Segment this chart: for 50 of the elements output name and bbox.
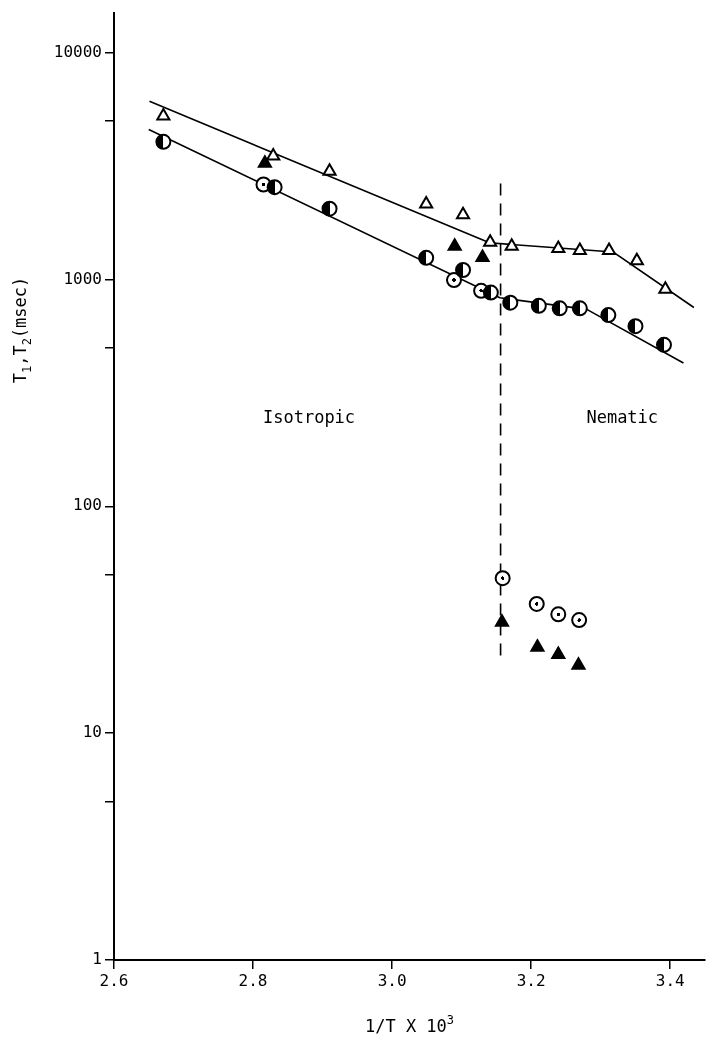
x-tick-label: 3.4	[655, 970, 685, 990]
point	[658, 281, 673, 294]
point	[601, 242, 617, 256]
point	[446, 272, 462, 289]
annotation: Isotropic	[262, 406, 356, 427]
x-tick-label: 2.8	[238, 970, 268, 990]
point	[257, 155, 272, 168]
y-tick-label: 10000	[53, 41, 102, 61]
y-tick-label: 10	[82, 722, 102, 742]
point	[494, 570, 511, 587]
point	[600, 307, 617, 324]
point	[494, 614, 510, 627]
point	[530, 639, 545, 652]
point	[504, 238, 519, 251]
point	[455, 206, 471, 220]
point	[572, 242, 587, 256]
point	[482, 284, 499, 301]
x-tick-label: 2.6	[99, 970, 129, 990]
point	[551, 240, 566, 253]
point	[551, 300, 568, 317]
point	[571, 300, 588, 317]
point	[571, 612, 588, 629]
point	[629, 252, 644, 266]
point	[475, 249, 490, 262]
point	[155, 133, 172, 150]
y-axis-title: T1,T2(msec)	[10, 276, 35, 384]
point	[156, 108, 171, 121]
point	[455, 262, 472, 279]
y-tick-label: 100	[73, 495, 102, 515]
point	[502, 294, 519, 311]
point	[321, 200, 338, 217]
y-tick-label: 1000	[63, 268, 102, 288]
point	[483, 234, 498, 247]
point	[528, 595, 545, 612]
point	[418, 249, 435, 266]
point	[266, 179, 283, 196]
x-tick-label: 3.0	[377, 970, 407, 990]
point	[551, 646, 566, 660]
point	[627, 318, 644, 335]
point	[530, 297, 547, 314]
point	[266, 147, 281, 161]
point	[447, 238, 462, 251]
point	[571, 657, 586, 670]
point	[322, 163, 337, 176]
point	[419, 195, 434, 209]
x-tick-label: 3.2	[516, 970, 546, 990]
point	[550, 606, 567, 623]
point	[655, 336, 672, 353]
annotation: Nematic	[586, 406, 659, 427]
y-tick-label: 1	[92, 949, 102, 969]
